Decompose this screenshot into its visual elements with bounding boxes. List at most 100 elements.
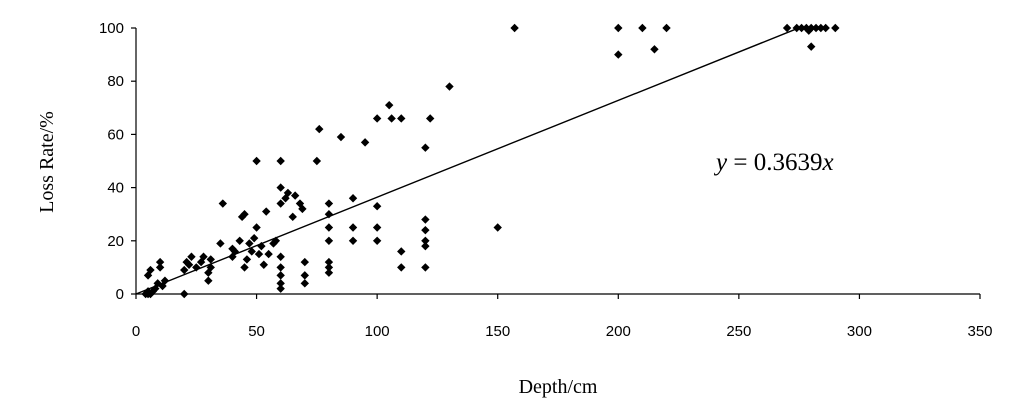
trendline [135, 27, 800, 295]
y-ticks: 0 20 40 60 80 100 [99, 20, 136, 303]
data-point [387, 114, 396, 123]
data-point [372, 202, 382, 211]
data-point [276, 183, 285, 192]
data-point [372, 236, 382, 245]
data-points [141, 23, 840, 299]
data-point [247, 247, 256, 256]
data-point [276, 284, 285, 293]
x-axis-title: Depth/cm [519, 376, 598, 398]
data-point [240, 210, 249, 219]
data-point [199, 252, 208, 261]
data-point [831, 23, 840, 33]
data-point [315, 124, 324, 134]
data-point [155, 257, 165, 267]
data-point [262, 207, 271, 216]
data-point [782, 23, 792, 33]
data-point [295, 199, 305, 208]
data-point [348, 236, 358, 245]
data-point [802, 23, 811, 33]
data-point [493, 223, 502, 232]
data-point [336, 132, 346, 142]
data-point [421, 215, 430, 224]
y-tick-label: 80 [107, 73, 124, 90]
data-point [259, 260, 269, 269]
data-point [264, 249, 273, 259]
data-point [372, 114, 382, 123]
data-point [372, 223, 382, 232]
data-point [249, 233, 259, 243]
trendline-equation: y = 0.3639x [713, 149, 834, 176]
data-point [650, 45, 659, 54]
y-tick-label: 20 [107, 233, 124, 250]
data-point [242, 255, 252, 264]
data-point [445, 82, 454, 91]
y-axis-title: Loss Rate/% [36, 111, 58, 213]
equation-x-var: x [821, 149, 833, 176]
data-point [204, 276, 213, 285]
equation-y-var: y [713, 149, 728, 176]
data-point [421, 263, 430, 272]
x-tick-label: 350 [967, 323, 992, 340]
y-tick-label: 40 [107, 180, 124, 197]
data-point [324, 199, 334, 208]
data-point [397, 263, 406, 272]
y-tick-label: 0 [116, 286, 124, 303]
data-point [283, 188, 293, 198]
data-point [187, 252, 196, 261]
data-point [614, 50, 623, 59]
data-point [146, 265, 155, 275]
data-point [216, 239, 225, 248]
data-point [252, 156, 261, 166]
x-tick-label: 250 [726, 323, 751, 340]
data-point [324, 257, 334, 267]
data-point [240, 263, 249, 272]
data-point [300, 271, 309, 280]
data-point [290, 191, 300, 200]
data-point [324, 268, 334, 277]
x-tick-label: 200 [606, 323, 631, 340]
data-point [228, 244, 237, 253]
data-point [235, 236, 244, 245]
data-point [276, 252, 285, 261]
data-point [807, 42, 816, 51]
data-point [638, 23, 647, 33]
data-point [276, 279, 285, 288]
data-point [252, 223, 261, 232]
data-point [276, 199, 285, 208]
data-point [421, 143, 430, 152]
data-point [421, 241, 430, 251]
data-point [324, 236, 334, 245]
y-axis: 0 20 40 60 80 100 [99, 20, 137, 303]
data-point [397, 114, 406, 123]
x-tick-label: 300 [847, 323, 872, 340]
data-point [155, 263, 165, 272]
data-point [807, 23, 816, 33]
data-point [218, 199, 228, 208]
data-point [300, 257, 309, 267]
data-point [312, 156, 322, 166]
data-point [821, 23, 830, 33]
data-point [510, 23, 519, 33]
data-point [300, 279, 309, 288]
data-point [276, 271, 285, 280]
data-point [206, 255, 215, 264]
data-point [816, 23, 826, 33]
equation-coefficient: = 0.3639 [727, 149, 822, 176]
data-point [348, 194, 358, 203]
data-point [662, 23, 671, 33]
x-tick-label: 0 [132, 323, 140, 340]
y-tick-label: 100 [99, 20, 124, 37]
x-axis: 0 50 100 150 200 250 300 350 [132, 293, 993, 340]
data-point [184, 260, 194, 269]
data-point [811, 23, 821, 33]
x-tick-label: 150 [485, 323, 510, 340]
data-point [797, 23, 806, 33]
data-point [245, 239, 254, 248]
x-tick-label: 50 [248, 323, 265, 340]
data-point [254, 249, 264, 259]
data-point [421, 225, 430, 235]
data-point [288, 212, 297, 222]
data-point [180, 289, 189, 299]
data-point [397, 247, 406, 256]
x-ticks: 0 50 100 150 200 250 300 350 [132, 294, 993, 340]
